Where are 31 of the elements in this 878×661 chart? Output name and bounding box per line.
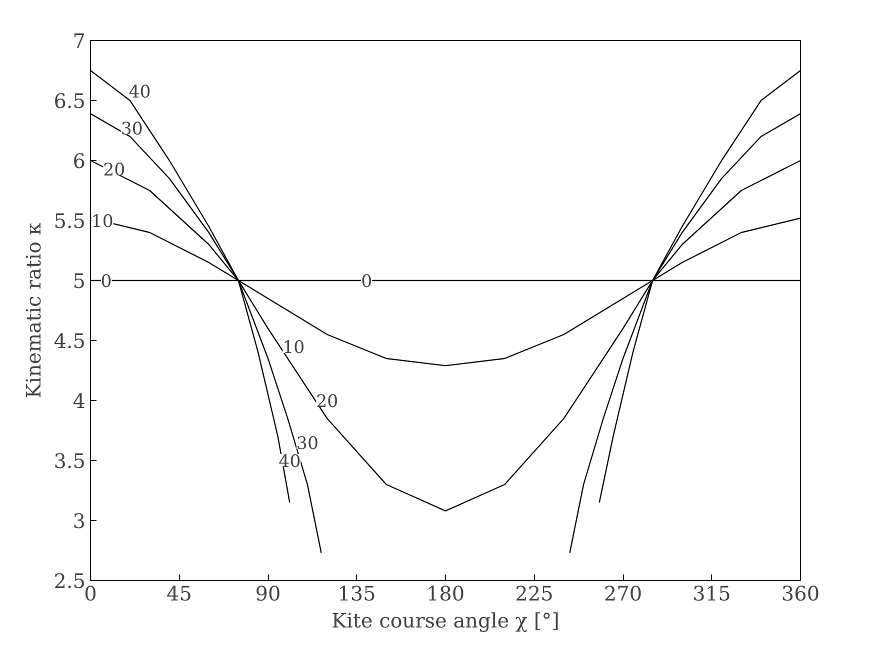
x-tick-label: 270 [604, 582, 642, 606]
x-tick-label: 315 [692, 582, 731, 606]
x-tick-label: 45 [166, 582, 192, 606]
annotation: 0 [361, 272, 372, 292]
x-tick-label: 180 [426, 582, 465, 606]
x-tick-label: 360 [781, 582, 820, 606]
x-tick-label: 90 [255, 582, 281, 606]
y-tick-label: 6 [72, 149, 86, 173]
y-tick-label: 7 [72, 29, 86, 53]
y-tick-label: 4 [72, 389, 86, 413]
y-tick-label: 5 [72, 269, 86, 293]
annotation: 20 [103, 160, 126, 180]
y-tick-label: 2.5 [54, 569, 86, 593]
x-axis-title: Kite course angle χ [°] [332, 608, 560, 632]
x-tick-label: 225 [515, 582, 554, 606]
x-tick-label: 0 [84, 582, 97, 606]
annotation: 0 [100, 272, 112, 292]
annotation: 10 [91, 212, 114, 232]
y-tick-label: 5.5 [54, 209, 86, 233]
y-tick-label: 4.5 [54, 329, 86, 353]
annotation: 20 [316, 392, 338, 412]
annotation: 40 [128, 82, 151, 102]
annotation: 30 [296, 434, 318, 454]
x-tick-label: 135 [338, 582, 376, 606]
annotation: 10 [282, 338, 305, 358]
y-tick-label: 6.5 [54, 89, 86, 113]
y-tick-label: 3 [72, 509, 86, 533]
annotation: 30 [120, 120, 143, 140]
y-tick-label: 3.5 [54, 449, 86, 473]
y-axis-title: Kinematic ratio κ [22, 222, 46, 398]
annotation: 40 [278, 452, 301, 472]
